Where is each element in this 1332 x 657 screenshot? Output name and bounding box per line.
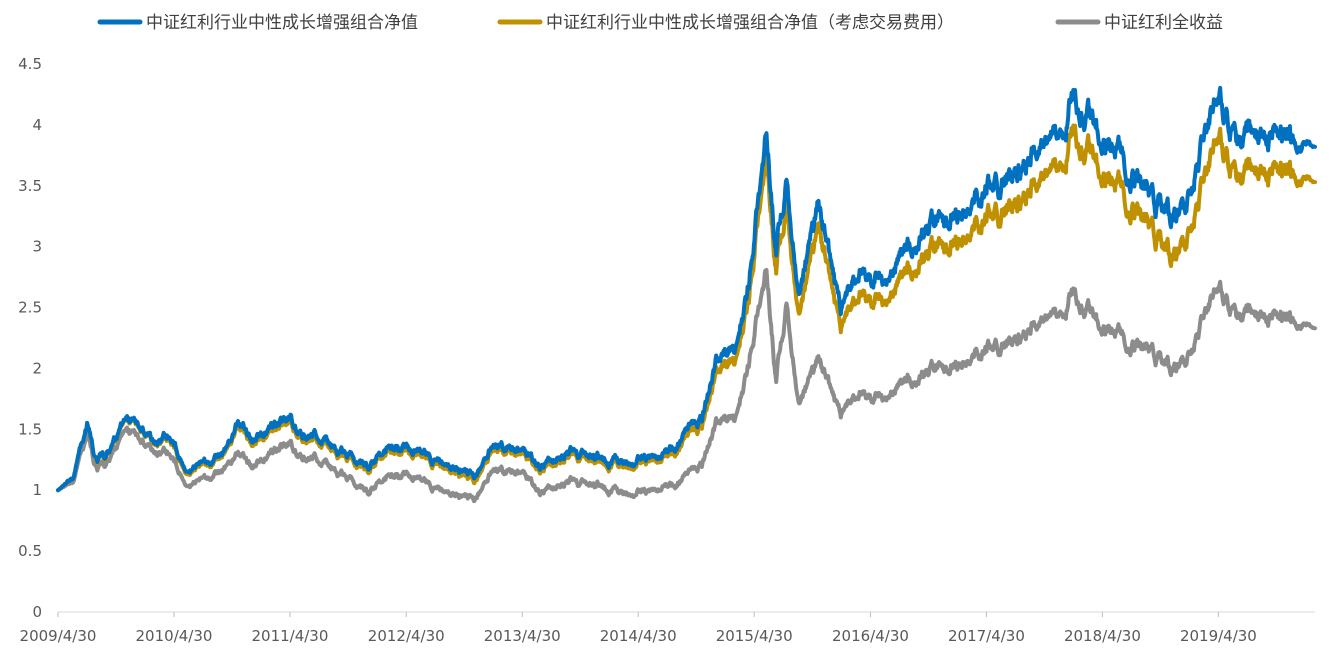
y-tick-label: 4 <box>32 116 42 134</box>
y-tick-label: 2 <box>32 359 42 377</box>
y-tick-label: 0 <box>32 603 42 621</box>
x-tick-label: 2016/4/30 <box>832 627 909 645</box>
legend-label-0: 中证红利行业中性成长增强组合净值 <box>146 13 418 33</box>
legend: 中证红利行业中性成长增强组合净值 中证红利行业中性成长增强组合净值（考虑交易费用）… <box>97 13 1223 33</box>
legend-label-2: 中证红利全收益 <box>1104 13 1223 33</box>
x-tick-label: 2009/4/30 <box>20 627 97 645</box>
y-tick-label: 2.5 <box>18 299 42 317</box>
y-tick-label: 4.5 <box>18 55 42 73</box>
x-axis: 2009/4/30 2010/4/30 2011/4/30 2012/4/30 2013… <box>20 611 1315 645</box>
series-layer <box>56 85 1317 504</box>
x-tick-label: 2011/4/30 <box>251 627 328 645</box>
x-tick-label: 2013/4/30 <box>484 627 561 645</box>
x-tick-label: 2014/4/30 <box>600 627 677 645</box>
x-tick-label: 2017/4/30 <box>948 627 1025 645</box>
y-tick-label: 1.5 <box>18 420 42 438</box>
y-tick-label: 0.5 <box>18 542 42 560</box>
y-tick-label: 3.5 <box>18 177 42 195</box>
y-axis: 0 0.5 1 1.5 2 2.5 3 3.5 4 4.5 <box>18 55 42 621</box>
series-line-2 <box>56 267 1317 504</box>
series-line-0 <box>56 85 1317 493</box>
x-tick-label: 2015/4/30 <box>716 627 793 645</box>
legend-label-1: 中证红利行业中性成长增强组合净值（考虑交易费用） <box>546 13 954 33</box>
x-tick-label: 2010/4/30 <box>136 627 213 645</box>
y-tick-label: 3 <box>32 238 42 256</box>
y-tick-label: 1 <box>32 481 42 499</box>
x-tick-label: 2019/4/30 <box>1180 627 1257 645</box>
x-tick-label: 2018/4/30 <box>1064 627 1141 645</box>
x-tick-label: 2012/4/30 <box>368 627 445 645</box>
